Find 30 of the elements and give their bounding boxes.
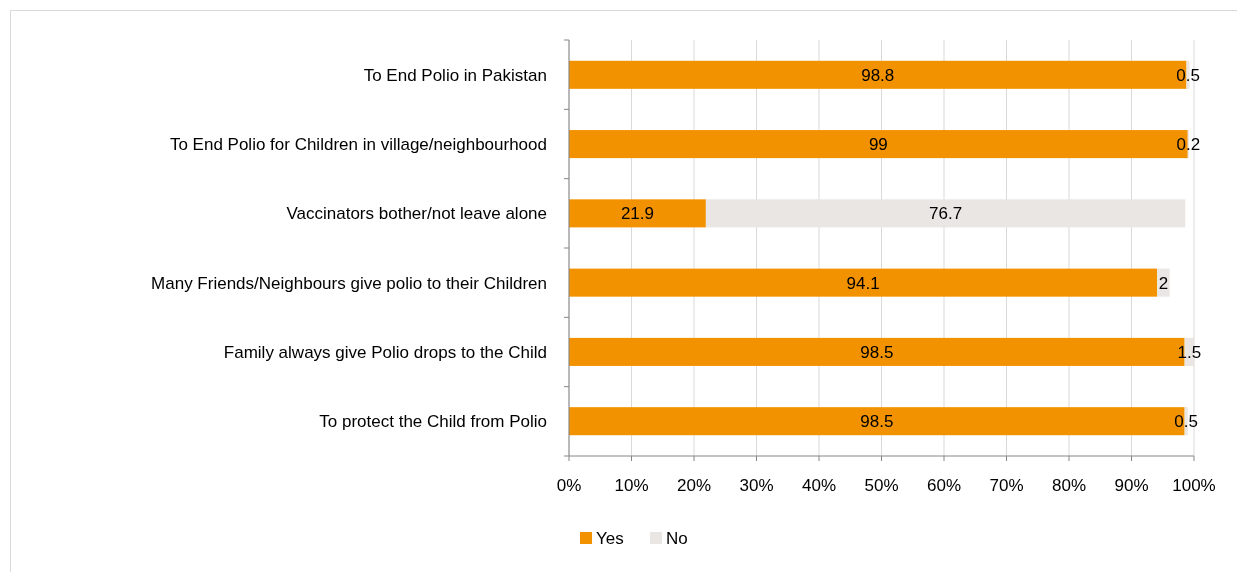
bar [569, 268, 1158, 297]
x-tick-label: 50% [864, 476, 899, 495]
legend-label: Yes [596, 528, 624, 548]
x-tick-label: 0% [556, 476, 582, 495]
x-tick-label: 30% [739, 476, 774, 495]
y-tick-label: Many Friends/Neighbours give polio to their Children [151, 273, 547, 293]
data-label: 2 [1158, 273, 1169, 293]
x-tick-label: 100% [1172, 476, 1216, 495]
data-label: 98.5 [860, 342, 894, 362]
data-label: 98.8 [861, 65, 895, 85]
x-tick-label: 10% [614, 476, 649, 495]
x-tick-label: 60% [926, 476, 962, 495]
data-label: 76.7 [929, 204, 963, 224]
x-tick-label: 90% [1114, 476, 1149, 495]
data-label: 98.5 [860, 412, 894, 432]
bar [705, 199, 1186, 228]
x-tick-label: 20% [676, 476, 712, 495]
y-tick-label: Family always give Polio drops to the Child [223, 342, 547, 362]
x-tick-label: 40% [801, 476, 837, 495]
legend-label: No [666, 528, 688, 548]
data-label: 94.1 [846, 273, 880, 293]
data-label: 99 [868, 135, 888, 155]
y-tick-label: To End Polio for Children in village/neighbourhood [169, 135, 547, 155]
x-tick-label: 70% [989, 476, 1024, 495]
bar [569, 199, 706, 228]
x-tick-label: 80% [1051, 476, 1087, 495]
data-label: 21.9 [620, 204, 654, 224]
y-tick-label: Vaccinators bother/not leave alone [286, 204, 547, 224]
y-tick-label: To protect the Child from Polio [319, 412, 547, 432]
y-tick-label: To End Polio in Pakistan [363, 65, 547, 85]
